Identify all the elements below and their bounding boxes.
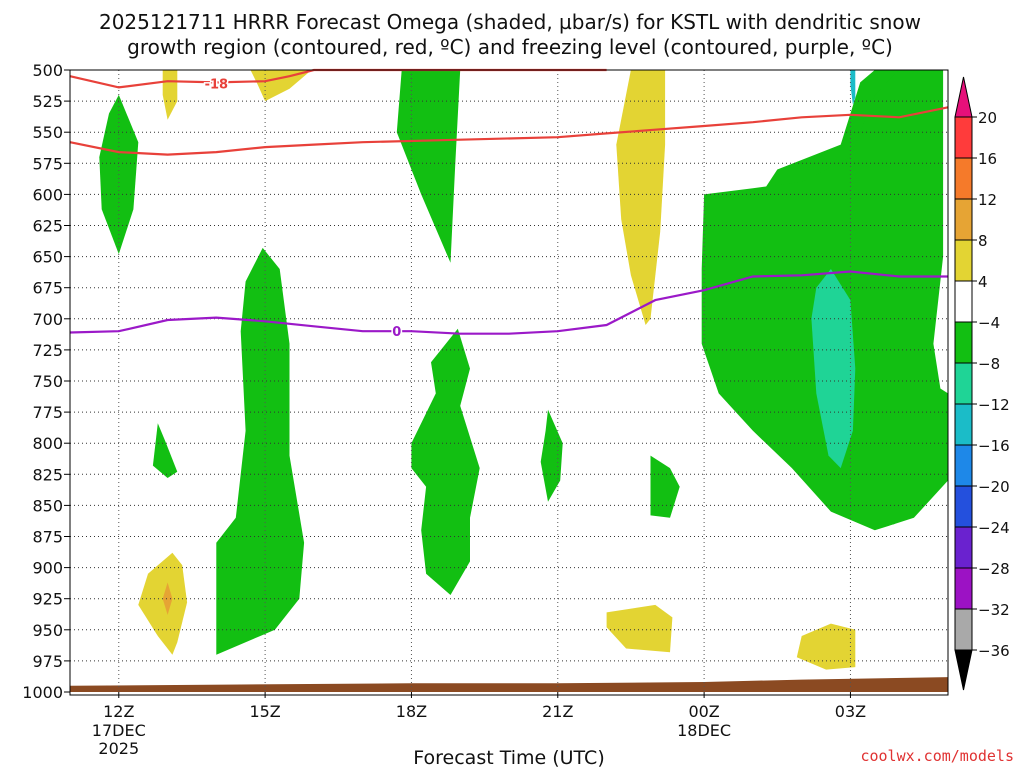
y-tick-label-900: 900 bbox=[32, 559, 63, 578]
x-tick-date-12Z: 17DEC bbox=[92, 721, 146, 740]
red-contour-label: -18 bbox=[205, 78, 229, 93]
credit-text[interactable]: coolwx.com/models bbox=[860, 747, 1014, 765]
colorbar-swatch-5 bbox=[954, 321, 973, 364]
chart-title-line2: growth region (contoured, red, ºC) and f… bbox=[127, 35, 893, 59]
plot-frame bbox=[69, 69, 949, 696]
y-tick-label-825: 825 bbox=[32, 465, 63, 484]
colorbar-label-7: −12 bbox=[978, 396, 1010, 414]
x-tick-date-00Z: 18DEC bbox=[677, 721, 731, 740]
colorbar-label-5: −4 bbox=[978, 314, 1000, 332]
colorbar-swatch-10 bbox=[954, 526, 973, 569]
colorbar-label-11: −28 bbox=[978, 560, 1010, 578]
omega-region-9 bbox=[540, 409, 563, 502]
x-tick-label-00Z: 00Z bbox=[688, 702, 719, 721]
y-tick-label-500: 500 bbox=[32, 61, 63, 80]
y-tick-label-525: 525 bbox=[32, 92, 63, 111]
omega-region-12 bbox=[606, 604, 673, 653]
snow-growth-contour-upper bbox=[69, 68, 607, 89]
colorbar-swatch-12 bbox=[954, 608, 973, 651]
snow-growth-contour-lower bbox=[69, 106, 949, 156]
colorbar-swatch-4 bbox=[954, 280, 973, 323]
x-tick-label-15Z: 15Z bbox=[249, 702, 280, 721]
x-tick-year-12Z: 2025 bbox=[98, 739, 139, 758]
colorbar-label-0: 20 bbox=[978, 109, 997, 127]
y-tick-label-925: 925 bbox=[32, 590, 63, 609]
colorbar-swatch-2 bbox=[954, 198, 973, 241]
y-tick-label-950: 950 bbox=[32, 621, 63, 640]
colorbar-label-2: 12 bbox=[978, 191, 997, 209]
y-tick-label-800: 800 bbox=[32, 434, 63, 453]
colorbar-swatch-0 bbox=[954, 116, 973, 159]
colorbar-label-13: −36 bbox=[978, 642, 1010, 660]
omega-region-4 bbox=[138, 552, 188, 655]
colorbar-label-6: −8 bbox=[978, 355, 1000, 373]
omega-region-16 bbox=[850, 70, 856, 105]
colorbar-label-3: 8 bbox=[978, 232, 988, 250]
colorbar-swatch-7 bbox=[954, 403, 973, 446]
y-tick-label-875: 875 bbox=[32, 528, 63, 547]
y-tick-label-725: 725 bbox=[32, 341, 63, 360]
y-tick-label-650: 650 bbox=[32, 248, 63, 267]
y-tick-label-700: 700 bbox=[32, 310, 63, 329]
y-tick-label-1000: 1000 bbox=[22, 683, 63, 702]
colorbar-swatch-6 bbox=[954, 362, 973, 405]
omega-region-1 bbox=[162, 70, 178, 120]
y-tick-label-625: 625 bbox=[32, 217, 63, 236]
y-tick-label-675: 675 bbox=[32, 279, 63, 298]
chart-title-line1: 2025121711 HRRR Forecast Omega (shaded, … bbox=[99, 10, 921, 34]
x-tick-label-03Z: 03Z bbox=[835, 702, 866, 721]
omega-region-7 bbox=[396, 70, 461, 263]
ground-surface bbox=[70, 677, 948, 692]
colorbar: 20 16 12 8 4 −4 −8 −12 −16 −20 −24 −28 −32 −36 bbox=[954, 76, 1010, 691]
omega-region-3 bbox=[216, 247, 305, 655]
omega-region-11 bbox=[650, 455, 680, 518]
contours: -18 0 bbox=[69, 68, 949, 342]
omega-region-10 bbox=[616, 70, 666, 325]
y-tick-label-550: 550 bbox=[32, 123, 63, 142]
y-tick-label-575: 575 bbox=[32, 154, 63, 173]
x-axis-label: Forecast Time (UTC) bbox=[413, 747, 604, 768]
freezing-level-contour bbox=[69, 270, 948, 335]
x-tick-label-12Z: 12Z bbox=[103, 702, 134, 721]
y-tick-label-600: 600 bbox=[32, 185, 63, 204]
y-tick-label-750: 750 bbox=[32, 372, 63, 391]
colorbar-swatch-1 bbox=[954, 157, 973, 200]
colorbar-label-8: −16 bbox=[978, 437, 1010, 455]
x-tick-label-18Z: 18Z bbox=[396, 702, 427, 721]
colorbar-label-4: 4 bbox=[978, 273, 988, 291]
colorbar-label-12: −32 bbox=[978, 601, 1010, 619]
omega-region-8 bbox=[411, 328, 480, 595]
colorbar-bottom-arrow bbox=[954, 649, 973, 691]
colorbar-label-9: −20 bbox=[978, 478, 1010, 496]
colorbar-swatch-3 bbox=[954, 239, 973, 282]
colorbar-swatch-8 bbox=[954, 444, 973, 487]
colorbar-label-1: 16 bbox=[978, 150, 997, 168]
omega-region-6 bbox=[152, 423, 178, 478]
colorbar-top-arrow bbox=[954, 76, 973, 118]
omega-shading bbox=[70, 70, 948, 692]
y-axis-ticks: 500 525 550 575 600 625 650 675 700 725 750 775 800 8… bbox=[22, 61, 70, 702]
x-tick-label-21Z: 21Z bbox=[542, 702, 573, 721]
y-tick-label-975: 975 bbox=[32, 652, 63, 671]
omega-region-5 bbox=[162, 582, 173, 615]
omega-region-2 bbox=[250, 70, 312, 102]
omega-region-17 bbox=[796, 623, 856, 670]
colorbar-swatch-11 bbox=[954, 567, 973, 610]
colorbar-swatch-9 bbox=[954, 485, 973, 528]
colorbar-label-10: −24 bbox=[978, 519, 1010, 537]
y-tick-label-775: 775 bbox=[32, 403, 63, 422]
purple-contour-label: 0 bbox=[392, 325, 401, 340]
y-tick-label-850: 850 bbox=[32, 496, 63, 515]
